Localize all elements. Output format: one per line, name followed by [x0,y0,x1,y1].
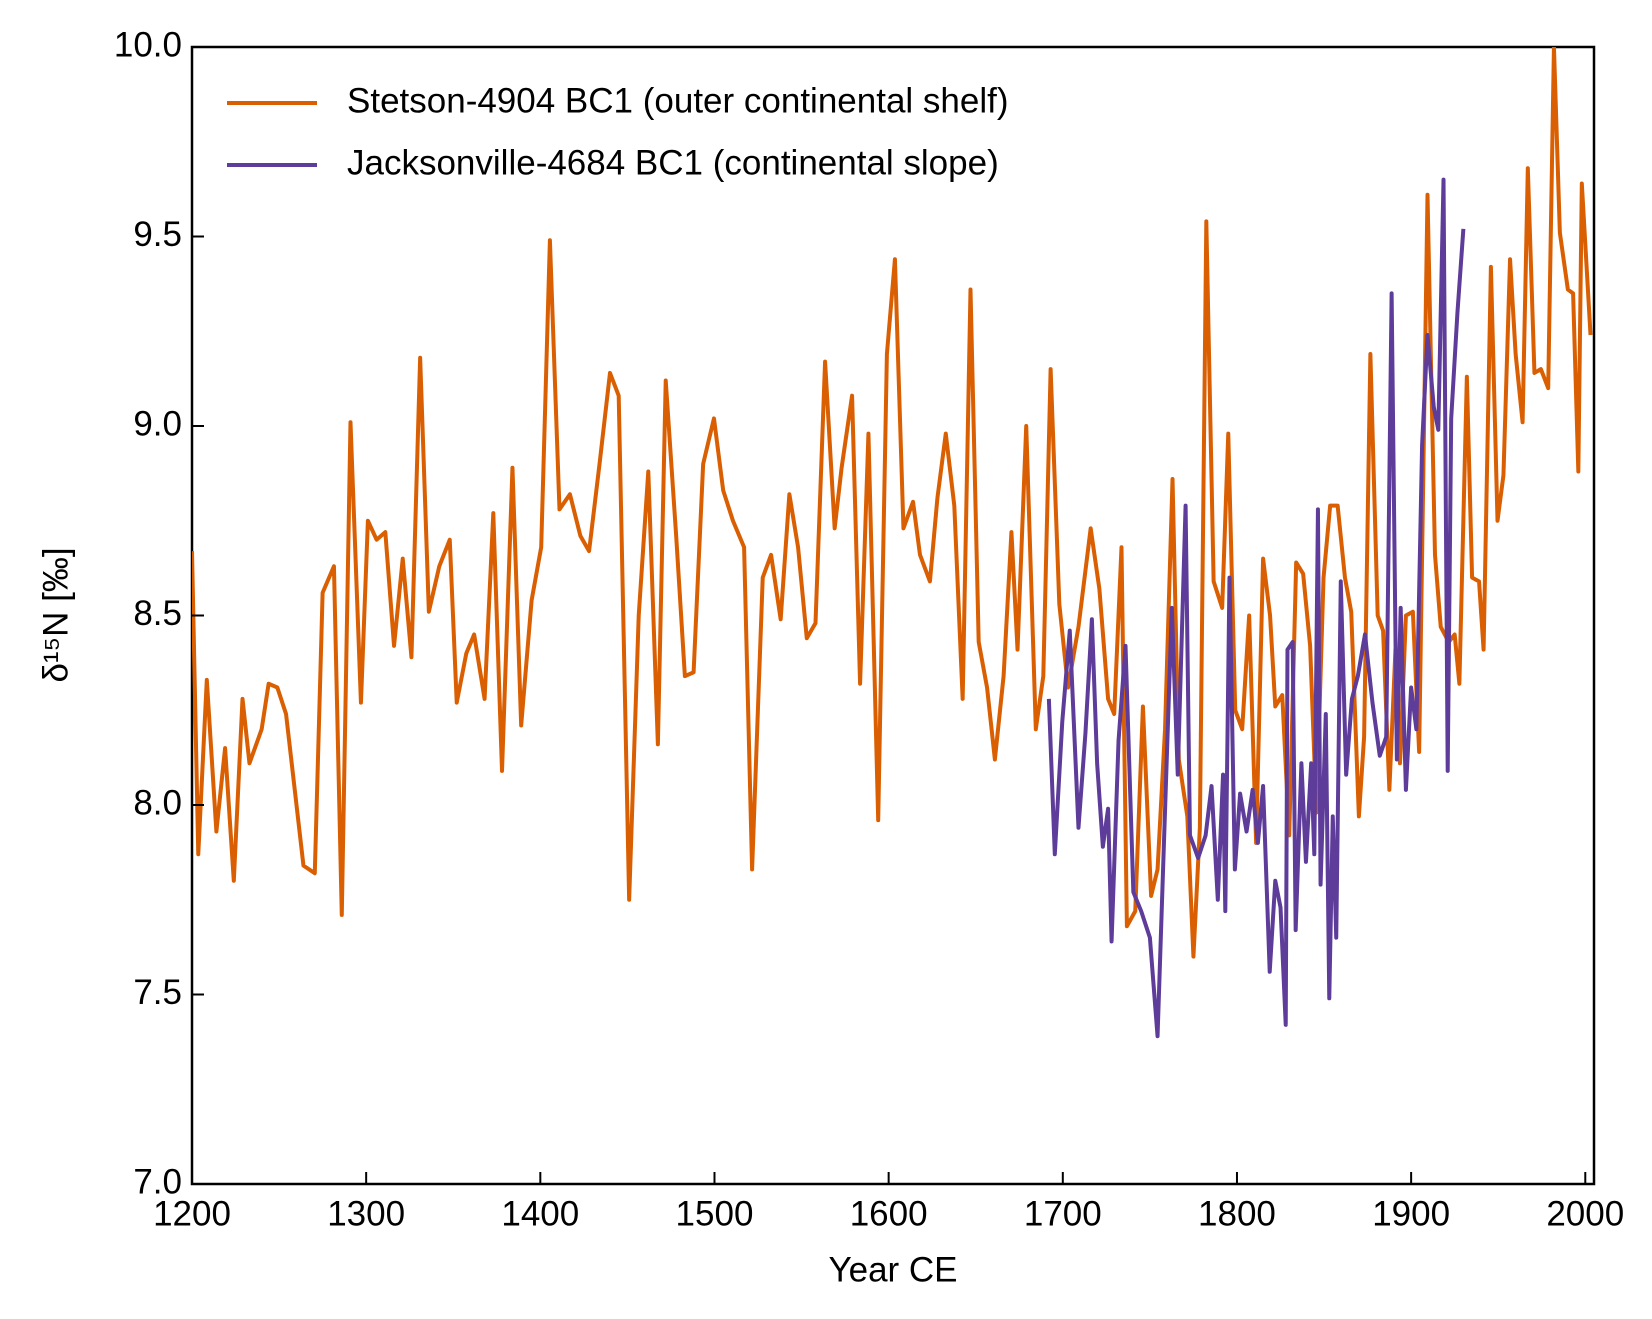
x-tick-label: 1400 [501,1194,579,1233]
y-tick-label: 8.5 [133,594,182,633]
y-tick-label: 10.0 [114,25,182,64]
plot-frame [190,45,1596,1186]
y-tick-label: 9.0 [133,404,182,443]
y-axis-label: δ¹⁵N [‰] [36,547,75,682]
legend-label: Stetson-4904 BC1 (outer continental shel… [347,81,1009,120]
lines [192,47,1593,1039]
x-tick-label: 1300 [327,1194,405,1233]
x-tick-label: 1200 [153,1194,231,1233]
x-tick-label: 2000 [1546,1194,1624,1233]
x-tick-label: 1600 [850,1194,928,1233]
x-axis-label: Year CE [828,1250,957,1289]
y-tick-label: 7.0 [133,1162,182,1201]
x-tick-label: 1800 [1198,1194,1276,1233]
legend-label: Jacksonville-4684 BC1 (continental slope… [347,143,999,182]
x-tick-label: 1500 [676,1194,754,1233]
data-line [1046,177,1466,1039]
y-tick-label: 8.0 [133,783,182,822]
x-tick-label: 1700 [1024,1194,1102,1233]
x-tick-label: 1900 [1372,1194,1450,1233]
y-tick-label: 7.5 [133,973,182,1012]
data-line [192,47,1593,959]
y-tick-label: 9.5 [133,215,182,254]
